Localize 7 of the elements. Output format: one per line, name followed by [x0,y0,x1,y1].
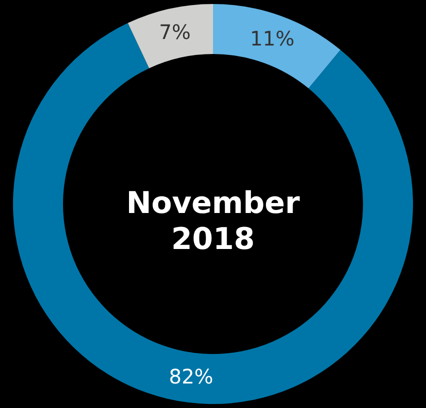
donut-slice [128,4,213,68]
data-label: 11% [250,26,295,50]
donut-slice [213,4,340,88]
donut-slice [13,23,413,404]
text: November 2018 [126,186,300,257]
data-label: 82% [168,364,214,389]
data-label: 7% [158,20,191,44]
